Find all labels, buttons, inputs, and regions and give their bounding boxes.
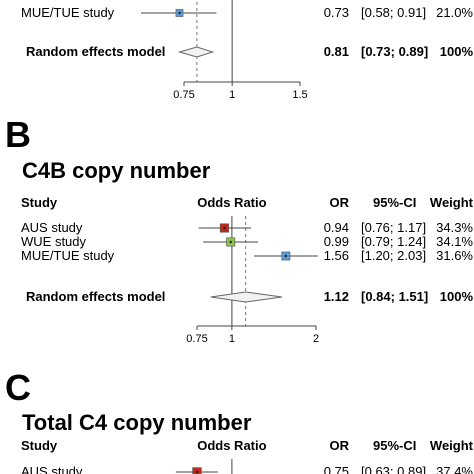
column-header-or: OR	[330, 438, 350, 453]
study-label: AUS study	[21, 220, 83, 235]
summary-weight-value: 100%	[440, 289, 474, 304]
column-header-ci: 95%-CI	[373, 438, 416, 453]
study-point-center	[284, 254, 288, 258]
x-tick-label: 1.5	[292, 89, 307, 101]
summary-diamond	[210, 291, 282, 303]
study-or-value: 1.56	[324, 248, 349, 263]
column-header-or: OR	[330, 195, 350, 210]
column-header-odds-ratio: Odds Ratio	[197, 195, 266, 210]
study-or-value: 0.73	[324, 5, 349, 20]
study-ci-value: [1.20; 2.03]	[361, 248, 426, 263]
study-weight-value: 21.0%	[436, 5, 473, 20]
summary-label: Random effects model	[26, 289, 165, 304]
column-header-weight: Weight	[430, 438, 474, 453]
study-ci-value: [0.79; 1.24]	[361, 234, 426, 249]
study-weight-value: 37.4%	[436, 464, 473, 474]
summary-diamond	[177, 46, 215, 58]
study-or-value: 0.99	[324, 234, 349, 249]
study-label: MUE/TUE study	[21, 5, 115, 20]
x-tick-label: 0.75	[186, 333, 207, 345]
study-label: AUS study	[21, 464, 83, 474]
summary-or-value: 0.81	[324, 44, 349, 59]
x-tick-label: 2	[313, 333, 319, 345]
study-point-center	[195, 470, 199, 474]
panel-letter: C	[5, 367, 31, 408]
study-point-center	[223, 226, 226, 230]
panel-title: C4B copy number	[22, 158, 211, 183]
column-header-study: Study	[21, 195, 58, 210]
study-weight-value: 34.1%	[436, 234, 473, 249]
panel-letter: B	[5, 114, 31, 155]
study-or-value: 0.94	[324, 220, 349, 235]
study-ci-value: [0.63; 0.89]	[361, 464, 426, 474]
column-header-odds-ratio: Odds Ratio	[197, 438, 266, 453]
study-ci-value: [0.58; 0.91]	[361, 5, 426, 20]
x-tick-label: 1	[229, 89, 235, 101]
column-header-weight: Weight	[430, 195, 474, 210]
study-or-value: 0.75	[324, 464, 349, 474]
study-point-center	[229, 240, 232, 244]
study-label: WUE study	[21, 234, 87, 249]
study-label: MUE/TUE study	[21, 248, 115, 263]
summary-ci-value: [0.84; 1.51]	[361, 289, 428, 304]
summary-weight-value: 100%	[440, 44, 474, 59]
panel-title: Total C4 copy number	[22, 410, 252, 435]
study-point-center	[178, 11, 181, 15]
study-weight-value: 34.3%	[436, 220, 473, 235]
study-ci-value: [0.76; 1.17]	[361, 220, 426, 235]
summary-or-value: 1.12	[324, 289, 349, 304]
summary-ci-value: [0.73; 0.89]	[361, 44, 428, 59]
summary-label: Random effects model	[26, 44, 165, 59]
column-header-study: Study	[21, 438, 58, 453]
column-header-ci: 95%-CI	[373, 195, 416, 210]
x-tick-label: 1	[229, 333, 235, 345]
x-tick-label: 0.75	[173, 89, 194, 101]
study-weight-value: 31.6%	[436, 248, 473, 263]
